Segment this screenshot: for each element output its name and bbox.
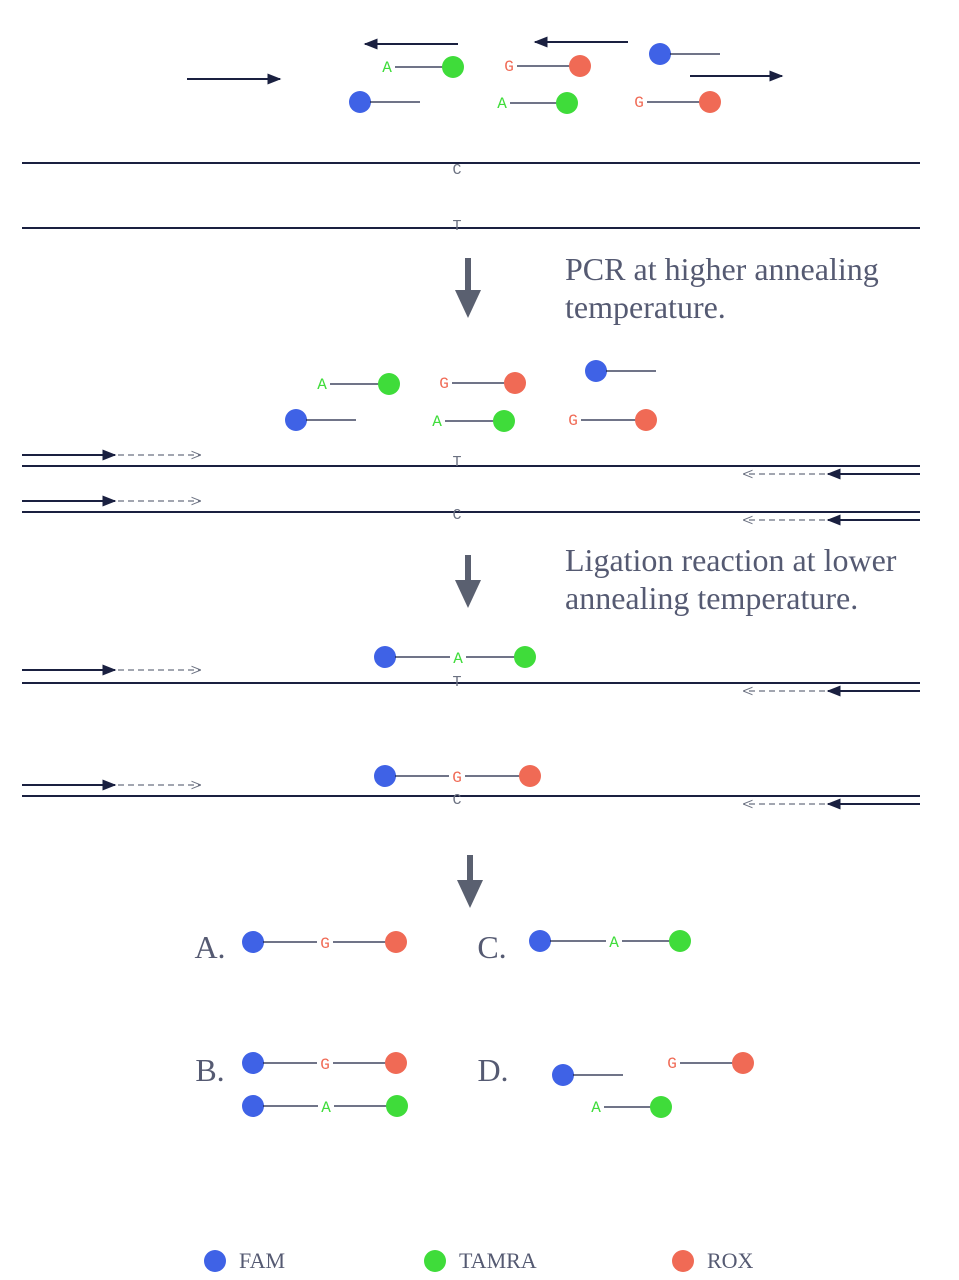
dye-dot xyxy=(585,360,607,382)
dye-dot xyxy=(635,409,657,431)
step-arrow-head xyxy=(457,880,483,908)
dye-dot xyxy=(493,410,515,432)
allele-letter: A xyxy=(591,1099,601,1117)
dye-dot xyxy=(374,646,396,668)
dye-dot xyxy=(519,765,541,787)
allele-letter: A xyxy=(453,650,463,668)
dye-dot xyxy=(242,1095,264,1117)
strand-base: C xyxy=(452,162,461,179)
allele-letter: G xyxy=(634,94,644,112)
strand-base: T xyxy=(452,218,461,235)
allele-letter: G xyxy=(452,769,462,787)
dye-dot xyxy=(699,91,721,113)
step-label: annealing temperature. xyxy=(565,580,858,616)
step-label: PCR at higher annealing xyxy=(565,251,879,287)
dye-dot xyxy=(385,1052,407,1074)
allele-letter: G xyxy=(320,1056,330,1074)
strand-base: T xyxy=(452,674,461,691)
legend-dot xyxy=(424,1250,446,1272)
dye-dot xyxy=(552,1064,574,1086)
result-label: D. xyxy=(477,1052,508,1088)
legend-dot xyxy=(204,1250,226,1272)
dye-dot xyxy=(374,765,396,787)
allele-letter: A xyxy=(317,376,327,394)
strand-base: C xyxy=(452,792,461,809)
dye-dot xyxy=(556,92,578,114)
step-arrow xyxy=(465,555,471,586)
allele-letter: A xyxy=(321,1099,331,1117)
step-label: temperature. xyxy=(565,289,726,325)
result-label: B. xyxy=(195,1052,224,1088)
dye-dot xyxy=(669,930,691,952)
dye-dot xyxy=(569,55,591,77)
result-label: A. xyxy=(194,929,225,965)
step-label: Ligation reaction at lower xyxy=(565,542,897,578)
allele-letter: G xyxy=(568,412,578,430)
dye-dot xyxy=(285,409,307,431)
step-arrow xyxy=(465,258,471,296)
dye-dot xyxy=(242,931,264,953)
dye-dot xyxy=(349,91,371,113)
dye-dot xyxy=(650,1096,672,1118)
strand-base: T xyxy=(452,454,461,471)
step-arrow-head xyxy=(455,580,481,608)
dye-dot xyxy=(649,43,671,65)
step-arrow-head xyxy=(455,290,481,318)
allele-letter: A xyxy=(609,934,619,952)
allele-letter: G xyxy=(320,935,330,953)
dye-dot xyxy=(442,56,464,78)
dye-dot xyxy=(514,646,536,668)
allele-letter: G xyxy=(504,58,514,76)
dye-dot xyxy=(386,1095,408,1117)
step-arrow xyxy=(467,855,473,886)
dye-dot xyxy=(242,1052,264,1074)
legend-label: ROX xyxy=(707,1248,754,1273)
strand-base: C xyxy=(452,507,461,524)
allele-letter: A xyxy=(497,95,507,113)
dye-dot xyxy=(732,1052,754,1074)
result-label: C. xyxy=(477,929,506,965)
dye-dot xyxy=(378,373,400,395)
legend-label: FAM xyxy=(239,1248,285,1273)
dye-dot xyxy=(504,372,526,394)
allele-letter: G xyxy=(439,375,449,393)
allele-letter: A xyxy=(382,59,392,77)
dye-dot xyxy=(385,931,407,953)
legend-dot xyxy=(672,1250,694,1272)
legend-label: TAMRA xyxy=(459,1248,537,1273)
allele-letter: A xyxy=(432,413,442,431)
allele-letter: G xyxy=(667,1055,677,1073)
dye-dot xyxy=(529,930,551,952)
